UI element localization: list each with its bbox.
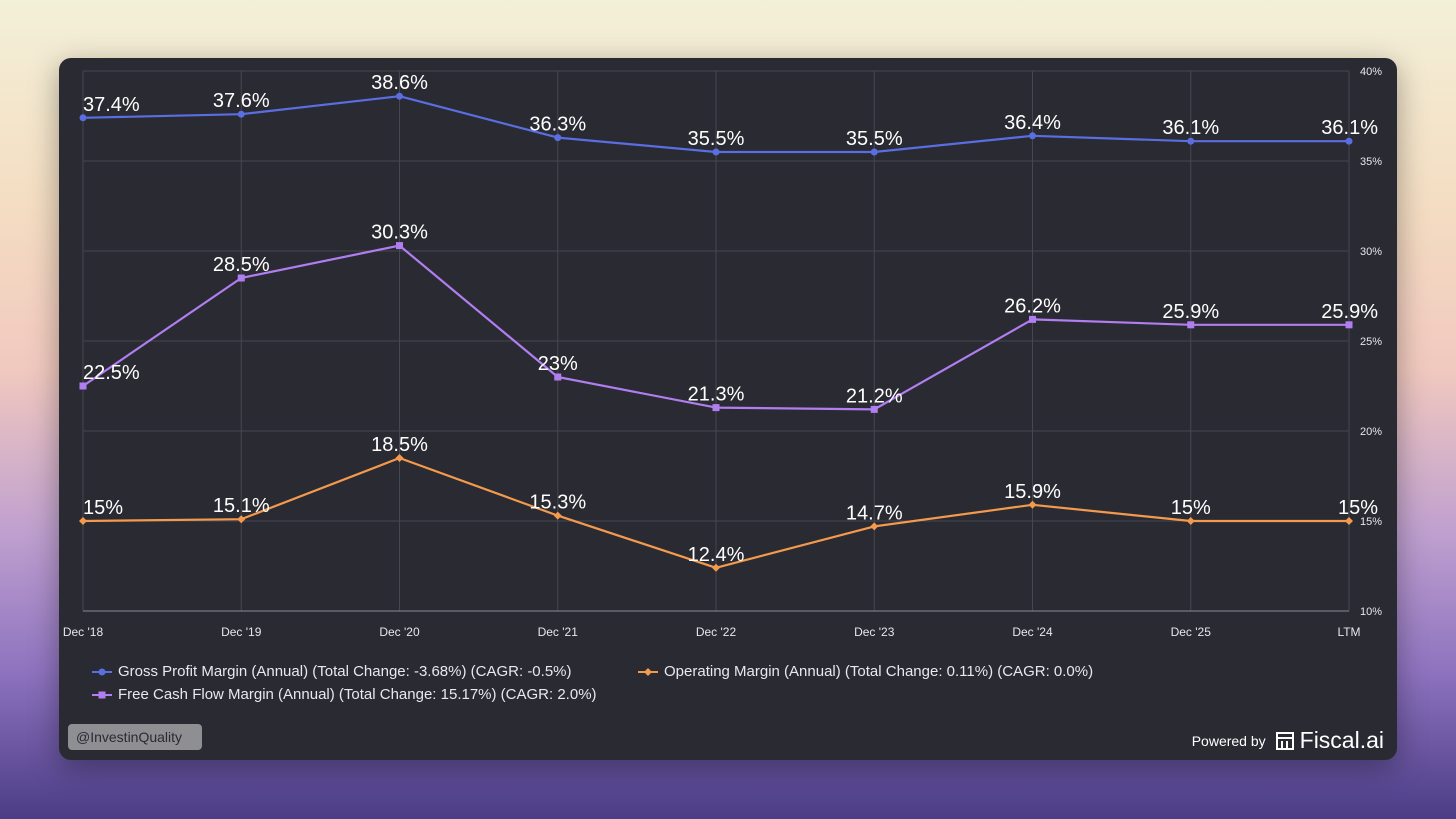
- brand-name: Fiscal.ai: [1299, 727, 1384, 753]
- legend-item-free-cash-flow-margin[interactable]: Free Cash Flow Margin (Annual) (Total Ch…: [92, 686, 597, 703]
- data-point-free-cash-flow-margin[interactable]: [396, 242, 403, 250]
- fiscal-logo-icon: [1275, 731, 1294, 750]
- data-label-operating-margin: 15.3%: [529, 492, 586, 514]
- data-point-gross-profit-margin[interactable]: [554, 134, 562, 142]
- data-point-operating-margin[interactable]: [79, 517, 87, 525]
- circle-marker-icon: [92, 668, 112, 675]
- data-label-free-cash-flow-margin: 25.9%: [1162, 301, 1219, 323]
- data-point-operating-margin[interactable]: [395, 454, 404, 462]
- data-label-operating-margin: 15%: [1338, 497, 1378, 519]
- data-label-free-cash-flow-margin: 21.3%: [688, 384, 745, 406]
- data-point-free-cash-flow-margin[interactable]: [554, 373, 562, 381]
- data-label-free-cash-flow-margin: 22.5%: [83, 362, 140, 384]
- data-label-operating-margin: 18.5%: [371, 434, 428, 456]
- y-tick-label: 40%: [1360, 66, 1382, 78]
- x-tick-label: Dec '19: [221, 625, 262, 639]
- data-point-free-cash-flow-margin[interactable]: [1029, 315, 1036, 323]
- data-point-gross-profit-margin[interactable]: [870, 148, 878, 156]
- data-point-gross-profit-margin[interactable]: [237, 110, 245, 118]
- y-tick-label: 20%: [1360, 426, 1382, 438]
- data-label-operating-margin: 15.9%: [1004, 481, 1061, 503]
- data-point-free-cash-flow-margin[interactable]: [237, 274, 245, 282]
- x-tick-label: Dec '23: [854, 625, 895, 639]
- powered-by-text: Powered by: [1191, 732, 1266, 749]
- data-label-gross-profit-margin: 36.4%: [1004, 112, 1061, 134]
- data-label-operating-margin: 15%: [83, 497, 123, 519]
- chart-card: [59, 58, 1397, 760]
- data-label-gross-profit-margin: 38.6%: [371, 72, 428, 94]
- data-point-gross-profit-margin[interactable]: [396, 92, 403, 100]
- legend-item-operating-margin[interactable]: Operating Margin (Annual) (Total Change:…: [638, 663, 1093, 680]
- data-label-operating-margin: 14.7%: [846, 502, 903, 524]
- data-label-free-cash-flow-margin: 26.2%: [1004, 295, 1061, 317]
- legend-label: Free Cash Flow Margin (Annual) (Total Ch…: [118, 686, 597, 703]
- data-label-gross-profit-margin: 35.5%: [688, 128, 745, 150]
- data-label-gross-profit-margin: 37.6%: [213, 90, 270, 112]
- y-tick-label: 25%: [1360, 336, 1382, 348]
- x-tick-label: Dec '20: [379, 625, 420, 639]
- y-tick-label: 10%: [1360, 606, 1382, 618]
- data-label-gross-profit-margin: 37.4%: [83, 94, 140, 116]
- y-tick-label: 35%: [1360, 156, 1382, 168]
- legend-item-gross-profit-margin[interactable]: Gross Profit Margin (Annual) (Total Chan…: [92, 663, 572, 680]
- watermark-badge: @InvestinQuality: [68, 724, 202, 750]
- data-point-gross-profit-margin[interactable]: [1029, 132, 1036, 140]
- data-point-free-cash-flow-margin[interactable]: [870, 405, 878, 413]
- square-marker-icon: [92, 691, 112, 698]
- data-label-free-cash-flow-margin: 21.2%: [846, 385, 903, 407]
- data-point-gross-profit-margin[interactable]: [79, 114, 87, 122]
- data-point-operating-margin[interactable]: [870, 522, 879, 531]
- x-tick-label: Dec '18: [63, 625, 104, 639]
- data-point-gross-profit-margin[interactable]: [1345, 137, 1353, 145]
- diamond-marker-icon: [638, 667, 658, 676]
- data-point-free-cash-flow-margin[interactable]: [712, 404, 720, 412]
- data-label-free-cash-flow-margin: 23%: [538, 353, 578, 375]
- data-label-free-cash-flow-margin: 25.9%: [1321, 301, 1378, 323]
- data-point-operating-margin[interactable]: [553, 511, 562, 520]
- data-point-operating-margin[interactable]: [237, 515, 246, 524]
- data-label-operating-margin: 15%: [1171, 497, 1211, 519]
- legend-label: Operating Margin (Annual) (Total Change:…: [664, 663, 1094, 680]
- legend-label: Gross Profit Margin (Annual) (Total Chan…: [118, 663, 572, 680]
- data-label-free-cash-flow-margin: 28.5%: [213, 254, 270, 276]
- data-point-free-cash-flow-margin[interactable]: [1345, 321, 1353, 329]
- x-tick-label: LTM: [1337, 625, 1360, 639]
- data-point-operating-margin[interactable]: [1028, 500, 1037, 509]
- data-point-gross-profit-margin[interactable]: [712, 148, 720, 156]
- x-tick-label: Dec '22: [696, 625, 737, 639]
- data-label-free-cash-flow-margin: 30.3%: [371, 222, 428, 244]
- y-tick-label: 30%: [1360, 246, 1382, 258]
- data-point-gross-profit-margin[interactable]: [1187, 137, 1195, 145]
- data-point-free-cash-flow-margin[interactable]: [79, 382, 87, 390]
- data-label-gross-profit-margin: 36.3%: [529, 114, 586, 136]
- data-label-operating-margin: 15.1%: [213, 495, 270, 517]
- x-tick-label: Dec '25: [1171, 625, 1212, 639]
- data-label-gross-profit-margin: 36.1%: [1321, 117, 1378, 139]
- data-point-free-cash-flow-margin[interactable]: [1187, 321, 1195, 329]
- x-tick-label: Dec '24: [1012, 625, 1053, 639]
- data-label-gross-profit-margin: 36.1%: [1162, 117, 1219, 139]
- data-point-operating-margin[interactable]: [1345, 517, 1353, 525]
- powered-by[interactable]: Powered by Fiscal.ai: [1192, 727, 1384, 754]
- data-point-operating-margin[interactable]: [712, 563, 720, 572]
- x-tick-label: Dec '21: [538, 625, 579, 639]
- data-label-operating-margin: 12.4%: [688, 544, 745, 566]
- y-tick-label: 15%: [1360, 516, 1382, 528]
- data-label-gross-profit-margin: 35.5%: [846, 128, 903, 150]
- data-point-operating-margin[interactable]: [1186, 517, 1195, 525]
